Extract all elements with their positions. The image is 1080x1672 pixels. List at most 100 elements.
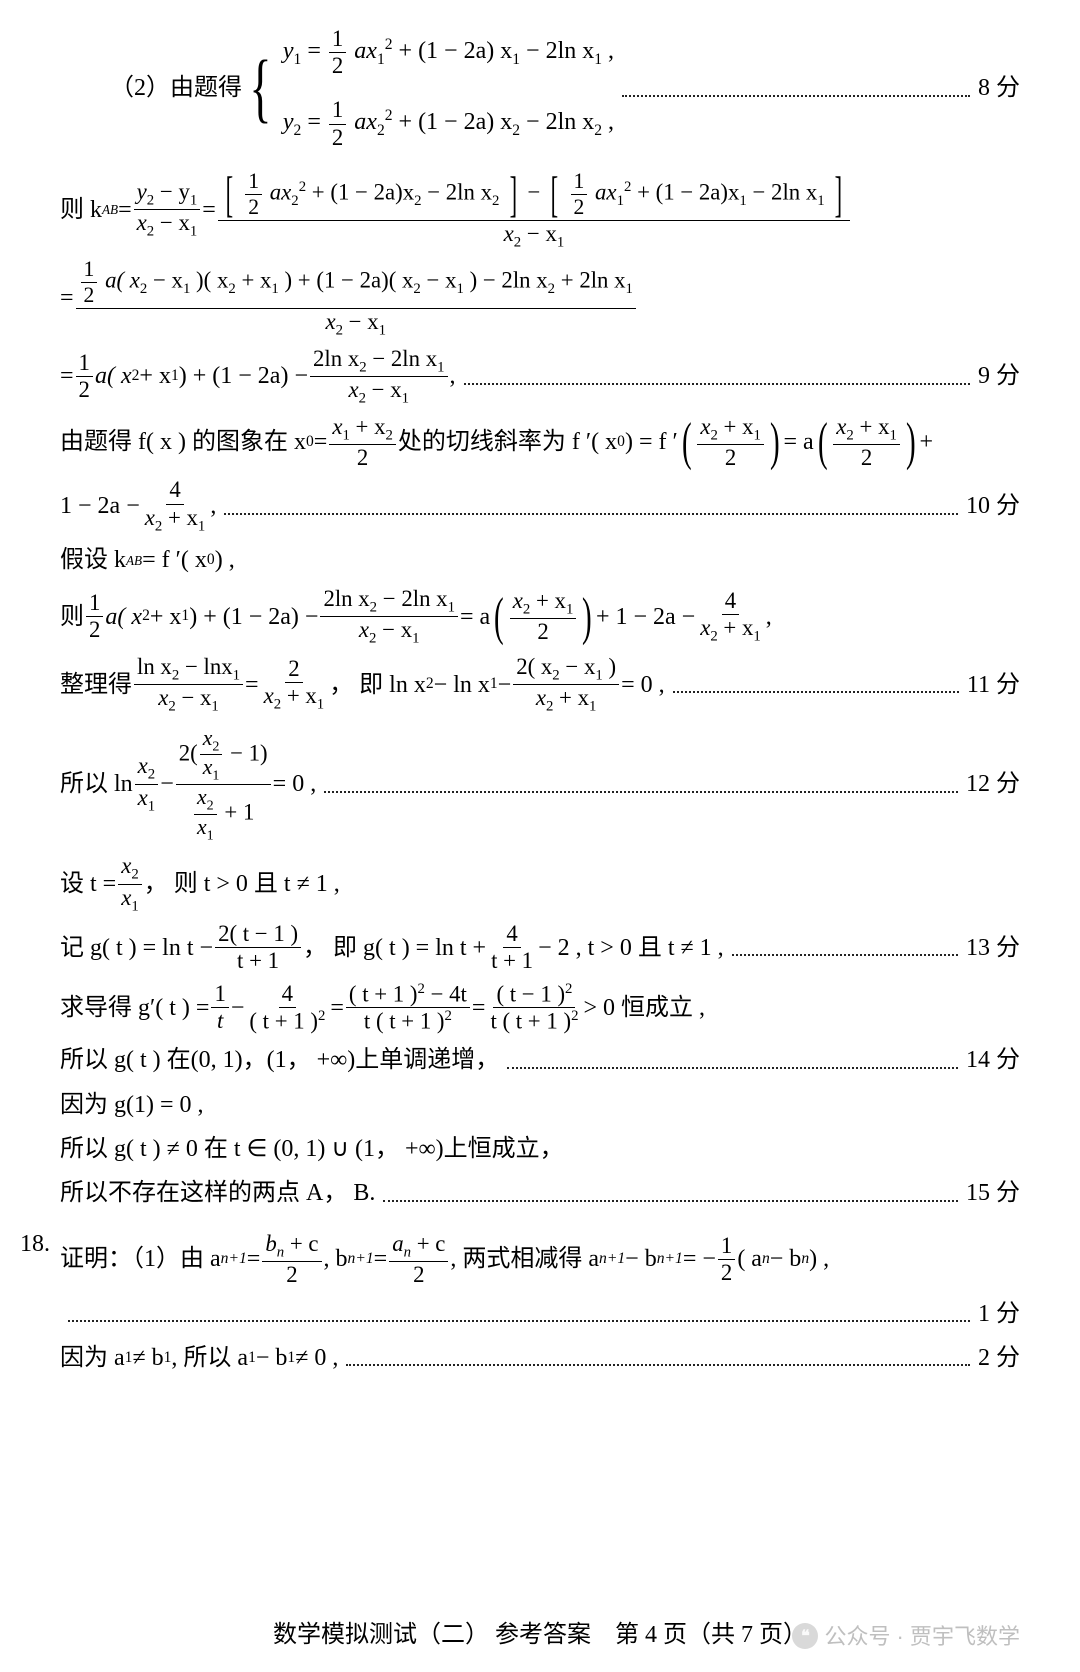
t: ) ,: [809, 1240, 829, 1278]
t: 处的切线斜率为 f ′( x: [398, 423, 617, 461]
leader-dots: [68, 1306, 970, 1322]
text: （2）由题得: [60, 69, 242, 107]
q18-number: 18.: [20, 1225, 60, 1263]
score-2: 2 分: [978, 1339, 1020, 1377]
step-8: （2）由题得 { y1 = 12 ax12 + (1 − 2a) x1 − 2l…: [60, 26, 1020, 151]
t: + x: [718, 615, 754, 640]
score-10: 10 分: [966, 487, 1020, 525]
t: − 2ln x: [753, 179, 818, 204]
watermark-text: 公众号 · 贾宇飞数学: [824, 1619, 1020, 1654]
t: x: [325, 309, 335, 334]
t: x: [137, 210, 147, 235]
expansion-1: = 12 a( x2 − x1 )( x2 + x1 ) + (1 − 2a)(…: [60, 257, 1020, 339]
k-ab-def: 则 kAB = y2 − y1 x2 − x1 = [ 12 ax22 + (1…: [60, 169, 1020, 251]
t: 2: [722, 445, 739, 471]
var: y: [283, 38, 294, 64]
t: x: [158, 685, 168, 710]
t: 设 t =: [60, 865, 116, 903]
t: + (1 − 2a)x: [312, 179, 414, 204]
t: =: [472, 989, 486, 1027]
t: =: [301, 110, 327, 136]
t: x: [203, 726, 213, 750]
t: ≠ b: [132, 1339, 163, 1377]
t: 因为 a: [60, 1339, 125, 1377]
t: − x: [154, 210, 190, 235]
t: x: [700, 615, 710, 640]
t: ) = f ′: [625, 423, 678, 461]
t: ( t − 1 ): [496, 981, 565, 1006]
t: ， 则 t > 0 且 t ≠ 1 ,: [144, 865, 340, 903]
t: − x: [147, 268, 183, 293]
t: 因为 g(1) = 0 ,: [60, 1086, 204, 1124]
step-9: = 12 a( x2 + x1 ) + (1 − 2a) − 2ln x2 − …: [60, 346, 1020, 408]
t: ( t + 1 ): [349, 981, 418, 1006]
t: − x: [176, 685, 212, 710]
t: ln x: [137, 654, 172, 679]
derivative-g: 求导得 g′( t ) = 1t − 4( t + 1 )2 = ( t + 1…: [60, 981, 1020, 1036]
t: ): [603, 654, 616, 679]
t: 2( x: [516, 654, 552, 679]
t: > 0 恒成立 ,: [583, 989, 705, 1027]
leader-dots: [324, 776, 958, 792]
score-14: 14 分: [966, 1041, 1020, 1079]
t: t ( t + 1 ): [364, 1009, 445, 1034]
equation-system: { y1 = 12 ax12 + (1 − 2a) x1 − 2ln x1 , …: [242, 26, 614, 151]
gt-ne0: 所以 g( t ) ≠ 0 在 t ∈ (0, 1) ∪ (1， +∞)上恒成立…: [60, 1130, 1020, 1168]
t: − b: [770, 1240, 802, 1278]
t: =: [247, 1240, 261, 1278]
t: + 1: [219, 799, 255, 824]
t: + c: [411, 1231, 445, 1256]
t: a( x: [105, 598, 142, 636]
t: =: [330, 989, 344, 1027]
t: − 2ln x: [526, 110, 594, 136]
t: ,: [766, 598, 772, 636]
score-15: 15 分: [966, 1174, 1020, 1212]
t: − 2ln x: [427, 179, 492, 204]
t: 1: [718, 1233, 735, 1260]
t: x: [332, 414, 342, 439]
score-9: 9 分: [978, 357, 1020, 395]
t: ax: [270, 179, 292, 204]
t: ) + (1 − 2a) −: [189, 598, 318, 636]
t: ,: [450, 357, 456, 395]
t: =: [245, 666, 259, 704]
t: − x: [421, 268, 457, 293]
t: − y: [154, 179, 190, 204]
t: x: [348, 377, 358, 402]
step-12: 所以 ln x2x1 − 2(x2x1 − 1) x2x1 + 1 = 0 , …: [60, 726, 1020, 843]
t: 证明：（1）由 a: [60, 1240, 221, 1278]
t: x: [359, 617, 369, 642]
leader-dots: [346, 1350, 970, 1366]
sub: AB: [126, 550, 142, 571]
t: −: [498, 666, 512, 704]
t: − ln x: [434, 666, 490, 704]
t: +: [919, 423, 933, 461]
q18-line2: 因为 a1 ≠ b1 , 所以 a1 − b1 ≠ 0 , 2 分: [60, 1339, 1020, 1377]
t: 由题得 f( x ) 的图象在 x: [60, 423, 306, 461]
t: + 1 − 2a −: [596, 598, 695, 636]
t: 所以不存在这样的两点 A， B.: [60, 1174, 375, 1212]
t: 4: [722, 588, 739, 615]
t: − x: [376, 617, 412, 642]
t: x: [836, 414, 846, 439]
t: − 2ln x: [367, 346, 437, 371]
t: = −: [683, 1240, 716, 1278]
t: =: [60, 279, 74, 317]
then-eq: 则 12 a( x2 + x1 ) + (1 − 2a) − 2ln x2 − …: [60, 586, 1020, 648]
t: 2( t − 1 ): [215, 921, 301, 948]
t: t + 1: [488, 948, 536, 974]
tangent-line-1: 由题得 f( x ) 的图象在 x0 = x1 + x22 处的切线斜率为 f …: [60, 414, 1020, 472]
t: x: [121, 853, 131, 878]
t: 所以 g( t ) ≠ 0 在 t ∈ (0, 1) ∪ (1， +∞)上恒成立…: [60, 1130, 564, 1168]
t: − x: [343, 309, 379, 334]
g1-0: 因为 g(1) = 0 ,: [60, 1086, 1020, 1124]
t: − b: [256, 1339, 288, 1377]
q18-score1: 1 分: [60, 1295, 1020, 1333]
t: t ( t + 1 ): [490, 1009, 571, 1034]
t: −: [231, 989, 245, 1027]
t: 2: [718, 1260, 735, 1286]
t: + (1 − 2a)x: [637, 179, 739, 204]
assumption: 假设 kAB = f ′( x0 ) ,: [60, 541, 1020, 579]
score-8: 8 分: [978, 69, 1020, 107]
leader-dots: [383, 1185, 958, 1201]
